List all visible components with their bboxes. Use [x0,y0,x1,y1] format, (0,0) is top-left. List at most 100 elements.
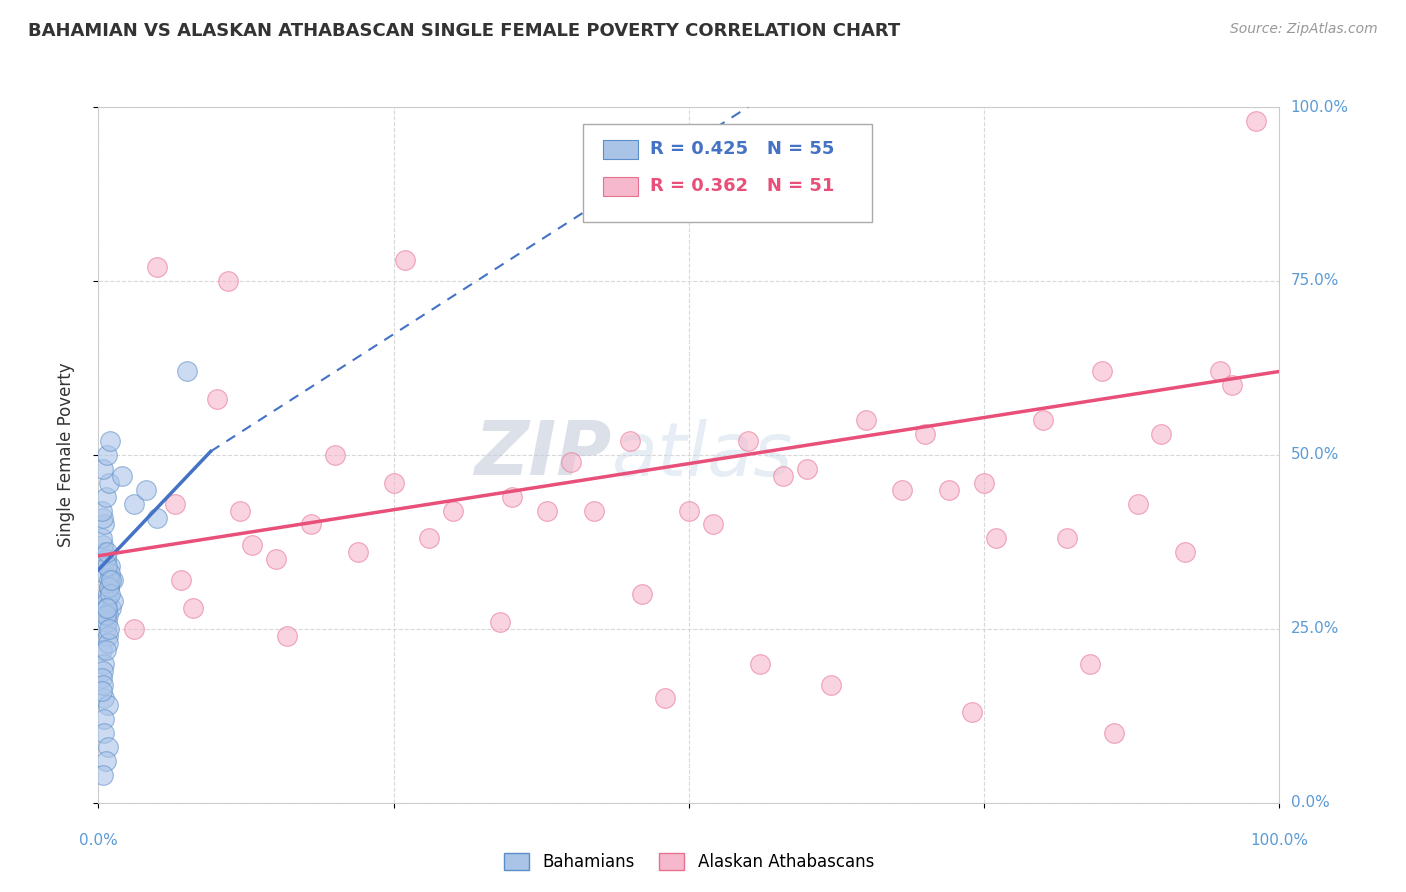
Point [91,538,114,552]
Point [1174,545,1197,559]
Point [772,468,794,483]
Point [560,455,582,469]
Point [98,622,121,636]
Point [217,274,239,288]
Point [93,726,115,740]
Point [101,573,124,587]
Point [737,434,759,448]
Point [1220,378,1243,392]
Point [93,712,115,726]
Point [1080,657,1102,671]
Point [91,664,114,678]
Point [1032,413,1054,427]
Point [96,615,118,629]
Point [501,490,523,504]
Point [93,566,115,581]
Point [441,503,464,517]
Point [135,483,157,497]
Point [98,434,121,448]
Point [97,587,120,601]
Point [97,740,120,755]
Point [96,545,118,559]
Point [91,768,114,782]
Text: 25.0%: 25.0% [1291,622,1339,636]
FancyBboxPatch shape [582,124,872,222]
Y-axis label: Single Female Poverty: Single Female Poverty [56,363,75,547]
Point [654,691,676,706]
Text: 75.0%: 75.0% [1291,274,1339,288]
Text: 0.0%: 0.0% [79,833,118,848]
Point [94,490,117,504]
Point [94,607,117,622]
Point [962,706,984,720]
Point [973,475,995,490]
Text: BAHAMIAN VS ALASKAN ATHABASCAN SINGLE FEMALE POVERTY CORRELATION CHART: BAHAMIAN VS ALASKAN ATHABASCAN SINGLE FE… [28,22,900,40]
Point [583,503,606,517]
Point [1102,726,1125,740]
Point [94,552,117,566]
Point [165,497,187,511]
Text: 100.0%: 100.0% [1291,100,1348,114]
Point [418,532,440,546]
Point [100,601,122,615]
Point [229,503,252,517]
Point [820,677,842,691]
Text: R = 0.362   N = 51: R = 0.362 N = 51 [650,177,834,194]
Point [122,497,145,511]
Point [91,462,114,476]
Point [619,434,641,448]
Point [240,538,263,552]
Point [489,615,512,629]
Point [264,552,287,566]
Point [98,587,121,601]
Point [98,559,121,574]
Point [890,483,912,497]
Point [98,580,121,594]
Point [1056,532,1078,546]
Point [678,503,700,517]
Text: R = 0.425   N = 55: R = 0.425 N = 55 [650,140,834,158]
Point [111,468,134,483]
Point [855,413,877,427]
Point [205,392,228,407]
Point [93,545,115,559]
Point [702,517,724,532]
Point [914,427,936,442]
Point [299,517,322,532]
Point [91,642,114,657]
Point [101,594,124,608]
Point [96,594,118,608]
Point [1126,497,1149,511]
Point [1209,364,1232,378]
Point [323,448,346,462]
Point [94,754,117,768]
Text: atlas: atlas [612,419,793,491]
Point [94,642,117,657]
Point [100,573,122,587]
Point [181,601,204,615]
Point [91,532,114,546]
Point [93,691,115,706]
Point [382,475,405,490]
Point [536,503,558,517]
Point [98,573,121,587]
Point [91,677,114,691]
Point [97,607,120,622]
Point [1244,114,1267,128]
Point [938,483,960,497]
Point [94,601,117,615]
Text: 50.0%: 50.0% [1291,448,1339,462]
Bar [603,177,638,196]
Point [630,587,652,601]
Point [347,545,370,559]
Point [96,559,118,574]
Point [91,503,114,517]
Point [1150,427,1173,442]
Point [796,462,818,476]
Point [96,448,118,462]
Point [394,253,416,268]
Point [96,601,118,615]
Point [94,622,117,636]
Legend: Bahamians, Alaskan Athabascans: Bahamians, Alaskan Athabascans [498,847,880,878]
Point [98,566,121,581]
